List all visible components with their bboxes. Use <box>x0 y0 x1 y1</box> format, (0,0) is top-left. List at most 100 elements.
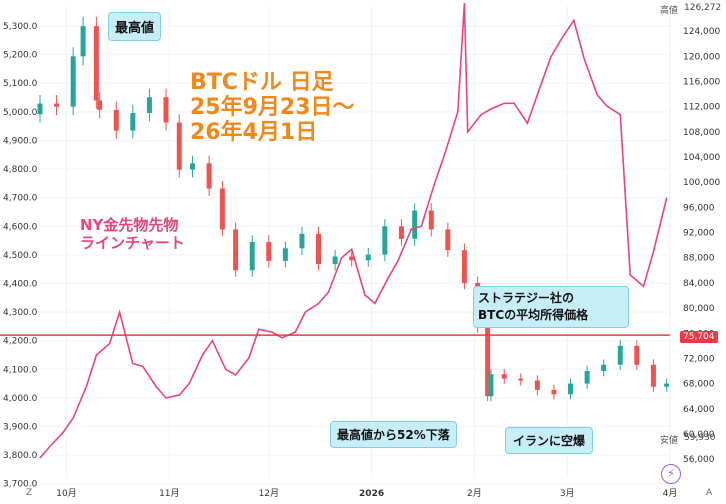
right-tick-label: 72,000 <box>683 354 715 364</box>
btc-candle <box>485 326 491 397</box>
gold-price-line <box>39 3 668 459</box>
left-tick-label: 3,800.0 <box>3 451 38 461</box>
x-tick-label: 4月 <box>663 488 678 499</box>
btc-candle <box>54 103 60 107</box>
left-tick-label: 4,800.0 <box>3 165 38 175</box>
iran-strike-callout: イランに空爆 <box>505 427 594 454</box>
btc-candle <box>365 254 371 261</box>
strategy-line-1: ストラテジー社の <box>478 291 575 305</box>
low-value-tag: 59,930 <box>684 433 716 443</box>
gold-label-line-1: NY金先物先物 <box>80 216 179 234</box>
right-tick-label: 124,000 <box>683 27 720 37</box>
high-value-tag: 126,272 <box>684 3 722 13</box>
btc-candle <box>299 233 305 249</box>
btc-candle <box>37 103 43 115</box>
btc-candle <box>219 188 225 230</box>
left-tick-label: 4,500.0 <box>3 251 38 261</box>
reference-price-tag: 75,704 <box>680 331 718 343</box>
peak-callout: 最高値 <box>108 12 162 41</box>
btc-candle <box>634 345 640 365</box>
left-tick-label: 4,200.0 <box>3 337 38 347</box>
btc-candle <box>249 242 255 271</box>
low-label-tag: 安値 <box>660 436 679 446</box>
left-tick-label: 4,000.0 <box>3 394 38 404</box>
title-line-1: BTCドル 日足 <box>190 70 334 95</box>
left-tick-label: 5,300.0 <box>3 22 38 32</box>
right-tick-label: 56,000 <box>683 455 715 465</box>
btc-candle <box>617 345 623 365</box>
timezone-icon[interactable]: Z <box>26 488 33 498</box>
btc-candle <box>332 256 338 265</box>
btc-candle <box>551 389 557 395</box>
btc-candle <box>190 163 196 170</box>
btc-candle <box>206 163 212 189</box>
btc-candle <box>113 109 119 131</box>
left-tick-label: 5,000.0 <box>3 108 38 118</box>
right-tick-label: 80,000 <box>683 304 715 314</box>
gold-label-line-2: ラインチャート <box>80 234 185 252</box>
right-tick-label: 104,000 <box>683 153 720 163</box>
btc-candle <box>266 242 272 261</box>
btc-candle <box>445 229 451 251</box>
strategy-average-cost-callout: ストラテジー社の BTCの平均所得価格 <box>473 286 629 328</box>
left-price-axis: 3,700.0 3,800.0 3,900.0 4,000.0 4,100.0 4,200… <box>3 22 38 490</box>
x-tick-label: 2026 <box>359 489 384 499</box>
lightning-icon[interactable]: ⚡ <box>661 464 681 484</box>
left-tick-label: 5,100.0 <box>3 79 38 89</box>
btc-candle <box>176 122 182 170</box>
x-tick-label: 2月 <box>467 488 482 499</box>
right-tick-label: 88,000 <box>683 254 715 264</box>
right-price-axis: 56,00060,00064,00068,00072,00076,00080,0… <box>683 27 720 465</box>
btc-candle <box>412 210 418 239</box>
auto-scale-icon[interactable]: A <box>706 488 713 498</box>
btc-candle <box>130 112 136 131</box>
right-tick-label: 60,000 <box>683 430 715 440</box>
x-tick-label: 3月 <box>560 488 575 499</box>
right-tick-label: 64,000 <box>683 405 715 415</box>
left-tick-label: 4,300.0 <box>3 308 38 318</box>
left-tick-label: 4,400.0 <box>3 279 38 289</box>
right-tick-label: 120,000 <box>683 52 720 62</box>
btc-candle <box>601 364 607 372</box>
btc-candle <box>650 364 656 387</box>
btc-candle <box>664 383 670 387</box>
high-label-tag: 高値 <box>660 6 679 16</box>
right-tick-label: 84,000 <box>683 279 715 289</box>
right-tick-label: 96,000 <box>683 203 715 213</box>
right-tick-label: 112,000 <box>683 103 720 113</box>
btc-candle <box>428 210 434 230</box>
gold-series-label: NY金先物先物 ラインチャート <box>80 216 185 252</box>
btc-candle <box>146 97 152 113</box>
btc-candle <box>518 378 524 381</box>
btc-candle <box>568 383 574 395</box>
btc-candle <box>93 26 99 101</box>
btc-candle <box>534 380 540 390</box>
right-tick-label: 116,000 <box>683 78 720 88</box>
right-tick-label: 68,000 <box>683 380 715 390</box>
title-line-2: 25年9月23日〜 <box>190 95 355 120</box>
title-line-3: 26年4月1日 <box>190 120 318 145</box>
btc-candle <box>584 371 590 384</box>
btc-candle <box>349 256 355 261</box>
strategy-line-2: BTCの平均所得価格 <box>478 308 589 322</box>
btc-candle <box>282 248 288 261</box>
btc-candle <box>70 56 76 107</box>
left-tick-label: 4,900.0 <box>3 136 38 146</box>
right-tick-label: 100,000 <box>683 178 720 188</box>
chart-title: BTCドル 日足 25年9月23日〜 26年4月1日 <box>190 70 355 145</box>
left-tick-label: 4,100.0 <box>3 365 38 375</box>
left-tick-label: 5,200.0 <box>3 51 38 61</box>
btc-candle <box>163 97 169 123</box>
btc-candle <box>233 229 239 271</box>
btc-candle <box>80 26 86 57</box>
left-tick-label: 3,900.0 <box>3 423 38 433</box>
drop-callout: 最高値から52%下落 <box>330 421 457 448</box>
btc-candle <box>488 374 494 397</box>
right-tick-label: 92,000 <box>683 229 715 239</box>
left-tick-label: 4,600.0 <box>3 222 38 232</box>
x-tick-label: 10月 <box>56 488 76 499</box>
time-axis: 10月 11月 12月 2026 2月 3月 4月 <box>56 488 677 499</box>
btc-candle <box>316 233 322 265</box>
left-tick-label: 4,700.0 <box>3 194 38 204</box>
right-tick-label: 108,000 <box>683 128 720 138</box>
